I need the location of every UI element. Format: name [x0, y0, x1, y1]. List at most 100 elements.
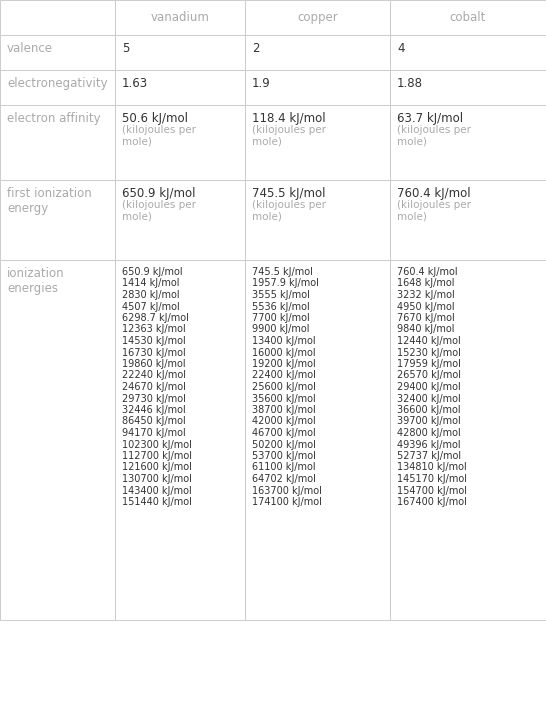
Text: 29400 kJ/mol: 29400 kJ/mol: [397, 382, 461, 392]
Bar: [245, 180, 390, 260]
Text: 118.4 kJ/mol: 118.4 kJ/mol: [252, 112, 325, 125]
Text: 14530 kJ/mol: 14530 kJ/mol: [122, 336, 186, 346]
Text: 7670 kJ/mol: 7670 kJ/mol: [397, 313, 455, 323]
Text: 52737 kJ/mol: 52737 kJ/mol: [397, 451, 461, 461]
Text: 25600 kJ/mol: 25600 kJ/mol: [252, 382, 316, 392]
Text: 9900 kJ/mol: 9900 kJ/mol: [252, 325, 310, 335]
Bar: [0, 180, 115, 260]
Text: (kilojoules per
mole): (kilojoules per mole): [252, 200, 326, 222]
Text: 2830 kJ/mol: 2830 kJ/mol: [122, 290, 180, 300]
Text: 86450 kJ/mol: 86450 kJ/mol: [122, 417, 186, 426]
Text: vanadium: vanadium: [151, 11, 210, 24]
Text: 12363 kJ/mol: 12363 kJ/mol: [122, 325, 186, 335]
Text: 32400 kJ/mol: 32400 kJ/mol: [397, 393, 461, 404]
Bar: [245, 35, 390, 70]
Text: 760.4 kJ/mol: 760.4 kJ/mol: [397, 187, 471, 200]
Text: 745.5 kJ/mol: 745.5 kJ/mol: [252, 187, 325, 200]
Text: 4507 kJ/mol: 4507 kJ/mol: [122, 301, 180, 311]
Text: 46700 kJ/mol: 46700 kJ/mol: [252, 428, 316, 438]
Text: 32446 kJ/mol: 32446 kJ/mol: [122, 405, 186, 415]
Text: 3555 kJ/mol: 3555 kJ/mol: [252, 290, 310, 300]
Bar: [115, 0, 245, 35]
Text: 29730 kJ/mol: 29730 kJ/mol: [122, 393, 186, 404]
Bar: [115, 105, 245, 180]
Text: 19200 kJ/mol: 19200 kJ/mol: [252, 359, 316, 369]
Text: 50.6 kJ/mol: 50.6 kJ/mol: [122, 112, 188, 125]
Text: 5: 5: [122, 42, 129, 55]
Text: 102300 kJ/mol: 102300 kJ/mol: [122, 440, 192, 450]
Text: 42800 kJ/mol: 42800 kJ/mol: [397, 428, 461, 438]
Text: 22240 kJ/mol: 22240 kJ/mol: [122, 371, 186, 381]
Text: (kilojoules per
mole): (kilojoules per mole): [122, 200, 196, 222]
Text: 130700 kJ/mol: 130700 kJ/mol: [122, 474, 192, 484]
Bar: [0, 0, 115, 35]
Bar: [115, 70, 245, 105]
Text: 1.88: 1.88: [397, 77, 423, 90]
Text: 17959 kJ/mol: 17959 kJ/mol: [397, 359, 461, 369]
Text: 143400 kJ/mol: 143400 kJ/mol: [122, 486, 192, 496]
Text: 4950 kJ/mol: 4950 kJ/mol: [397, 301, 455, 311]
Text: 650.9 kJ/mol: 650.9 kJ/mol: [122, 267, 182, 277]
Bar: [115, 35, 245, 70]
Text: 163700 kJ/mol: 163700 kJ/mol: [252, 486, 322, 496]
Text: 63.7 kJ/mol: 63.7 kJ/mol: [397, 112, 463, 125]
Text: 145170 kJ/mol: 145170 kJ/mol: [397, 474, 467, 484]
Text: 2: 2: [252, 42, 259, 55]
Text: 167400 kJ/mol: 167400 kJ/mol: [397, 497, 467, 507]
Text: 22400 kJ/mol: 22400 kJ/mol: [252, 371, 316, 381]
Bar: [245, 105, 390, 180]
Bar: [390, 105, 546, 180]
Text: 12440 kJ/mol: 12440 kJ/mol: [397, 336, 461, 346]
Bar: [245, 0, 390, 35]
Bar: [390, 35, 546, 70]
Text: 13400 kJ/mol: 13400 kJ/mol: [252, 336, 316, 346]
Bar: [0, 35, 115, 70]
Text: 16730 kJ/mol: 16730 kJ/mol: [122, 347, 186, 357]
Text: (kilojoules per
mole): (kilojoules per mole): [397, 200, 471, 222]
Text: 15230 kJ/mol: 15230 kJ/mol: [397, 347, 461, 357]
Text: first ionization
energy: first ionization energy: [7, 187, 92, 215]
Text: 39700 kJ/mol: 39700 kJ/mol: [397, 417, 461, 426]
Bar: [245, 260, 390, 620]
Text: 5536 kJ/mol: 5536 kJ/mol: [252, 301, 310, 311]
Text: 49396 kJ/mol: 49396 kJ/mol: [397, 440, 461, 450]
Text: 650.9 kJ/mol: 650.9 kJ/mol: [122, 187, 195, 200]
Text: (kilojoules per
mole): (kilojoules per mole): [122, 125, 196, 147]
Text: 94170 kJ/mol: 94170 kJ/mol: [122, 428, 186, 438]
Text: electron affinity: electron affinity: [7, 112, 100, 125]
Text: cobalt: cobalt: [450, 11, 486, 24]
Text: 64702 kJ/mol: 64702 kJ/mol: [252, 474, 316, 484]
Text: 19860 kJ/mol: 19860 kJ/mol: [122, 359, 186, 369]
Text: 26570 kJ/mol: 26570 kJ/mol: [397, 371, 461, 381]
Bar: [390, 70, 546, 105]
Text: (kilojoules per
mole): (kilojoules per mole): [397, 125, 471, 147]
Text: 745.5 kJ/mol: 745.5 kJ/mol: [252, 267, 313, 277]
Bar: [0, 105, 115, 180]
Text: 151440 kJ/mol: 151440 kJ/mol: [122, 497, 192, 507]
Text: 1648 kJ/mol: 1648 kJ/mol: [397, 278, 454, 289]
Text: ionization
energies: ionization energies: [7, 267, 64, 295]
Bar: [390, 180, 546, 260]
Text: (kilojoules per
mole): (kilojoules per mole): [252, 125, 326, 147]
Text: 121600 kJ/mol: 121600 kJ/mol: [122, 462, 192, 472]
Bar: [115, 180, 245, 260]
Text: 38700 kJ/mol: 38700 kJ/mol: [252, 405, 316, 415]
Text: 35600 kJ/mol: 35600 kJ/mol: [252, 393, 316, 404]
Text: 174100 kJ/mol: 174100 kJ/mol: [252, 497, 322, 507]
Text: 112700 kJ/mol: 112700 kJ/mol: [122, 451, 192, 461]
Text: 42000 kJ/mol: 42000 kJ/mol: [252, 417, 316, 426]
Text: 1957.9 kJ/mol: 1957.9 kJ/mol: [252, 278, 319, 289]
Text: 4: 4: [397, 42, 405, 55]
Text: copper: copper: [297, 11, 338, 24]
Text: 6298.7 kJ/mol: 6298.7 kJ/mol: [122, 313, 189, 323]
Text: electronegativity: electronegativity: [7, 77, 108, 90]
Text: 760.4 kJ/mol: 760.4 kJ/mol: [397, 267, 458, 277]
Text: valence: valence: [7, 42, 53, 55]
Text: 3232 kJ/mol: 3232 kJ/mol: [397, 290, 455, 300]
Text: 50200 kJ/mol: 50200 kJ/mol: [252, 440, 316, 450]
Text: 1414 kJ/mol: 1414 kJ/mol: [122, 278, 180, 289]
Bar: [245, 70, 390, 105]
Text: 24670 kJ/mol: 24670 kJ/mol: [122, 382, 186, 392]
Text: 1.63: 1.63: [122, 77, 148, 90]
Text: 61100 kJ/mol: 61100 kJ/mol: [252, 462, 316, 472]
